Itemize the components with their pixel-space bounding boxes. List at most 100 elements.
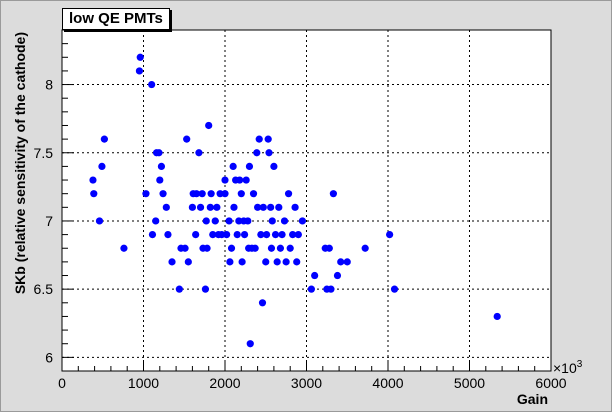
data-point	[95, 217, 104, 225]
data-point	[162, 203, 170, 211]
data-point	[205, 121, 213, 130]
data-point	[337, 258, 345, 266]
data-point	[206, 203, 214, 211]
data-point	[136, 53, 144, 61]
data-point	[192, 231, 200, 239]
data-point	[142, 190, 150, 198]
data-point	[386, 231, 394, 239]
data-point	[181, 244, 189, 252]
data-point	[254, 203, 262, 211]
data-point	[120, 244, 128, 252]
y-tick-label: 6.5	[34, 281, 54, 297]
x-tick-label: 2000	[209, 375, 240, 391]
data-point	[100, 135, 108, 143]
x-tick-label: 1000	[128, 375, 159, 391]
data-point	[236, 176, 244, 184]
data-point	[209, 231, 217, 239]
x-tick-label: 0	[58, 375, 66, 391]
data-point	[221, 190, 229, 198]
data-point	[291, 203, 299, 211]
data-point	[246, 340, 254, 348]
data-points	[89, 53, 501, 348]
data-point	[298, 217, 307, 225]
data-point	[275, 203, 283, 211]
data-point	[211, 217, 219, 225]
y-tick-label: 8	[45, 77, 53, 93]
data-point	[221, 176, 229, 184]
data-point	[201, 285, 210, 293]
data-point	[267, 244, 276, 252]
data-point	[89, 176, 97, 184]
data-point	[271, 231, 280, 239]
data-point	[264, 135, 272, 143]
data-point	[157, 162, 166, 170]
data-point	[203, 244, 211, 252]
data-point	[307, 285, 315, 293]
y-tick-label: 7.5	[34, 145, 54, 161]
data-point	[493, 312, 501, 321]
data-point	[156, 176, 164, 184]
y-axis-tick-labels: 6 6.5 7 7.5 8	[34, 77, 54, 366]
data-point	[289, 231, 297, 239]
y-axis-ticks	[62, 29, 74, 372]
data-point	[135, 67, 144, 75]
data-point	[229, 162, 237, 170]
data-point	[265, 149, 273, 157]
data-point	[280, 217, 289, 225]
x-axis-ticks	[61, 361, 552, 371]
data-point	[148, 80, 156, 89]
data-point	[196, 203, 205, 211]
data-point	[278, 231, 286, 239]
data-point	[183, 135, 191, 143]
data-point	[238, 258, 246, 266]
data-point	[198, 190, 206, 198]
data-point	[226, 258, 234, 266]
data-point	[273, 258, 281, 266]
data-point	[240, 231, 249, 239]
data-point	[223, 231, 231, 239]
data-point	[233, 231, 241, 239]
data-point	[390, 285, 399, 293]
data-point	[159, 190, 167, 198]
data-point	[184, 258, 192, 266]
data-point	[188, 203, 196, 211]
data-point	[253, 149, 261, 157]
data-point	[244, 217, 252, 225]
data-point	[311, 271, 319, 280]
data-point	[237, 190, 245, 198]
grid-lines	[62, 30, 551, 371]
y-tick-label: 6	[45, 349, 53, 365]
x-tick-label: 4000	[372, 375, 403, 391]
data-point	[164, 231, 172, 239]
y-axis-title: SKb (relative sensitivity of the cathode…	[12, 32, 28, 294]
data-point	[286, 244, 294, 252]
chart-title: low QE PMTs	[62, 8, 170, 30]
x-tick-label: 6000	[535, 375, 566, 391]
data-point	[325, 244, 333, 252]
data-point	[268, 217, 276, 225]
data-point	[202, 217, 210, 225]
data-point	[245, 162, 254, 170]
data-point	[249, 190, 258, 198]
data-point	[242, 176, 250, 184]
data-point	[267, 203, 275, 211]
data-point	[195, 149, 203, 157]
data-point	[294, 231, 302, 239]
data-point	[361, 244, 369, 252]
x-axis-multiplier: ×103	[553, 359, 583, 376]
data-point	[329, 190, 337, 198]
data-point	[230, 203, 238, 211]
data-point	[225, 217, 233, 225]
y-tick-label: 7	[45, 213, 53, 229]
data-point	[251, 244, 259, 252]
data-point	[175, 285, 183, 293]
data-point	[276, 244, 285, 252]
data-point	[155, 149, 163, 157]
data-point	[227, 244, 236, 252]
data-point	[152, 217, 160, 225]
data-point	[98, 162, 106, 170]
data-point	[293, 258, 301, 266]
data-point	[207, 190, 215, 198]
